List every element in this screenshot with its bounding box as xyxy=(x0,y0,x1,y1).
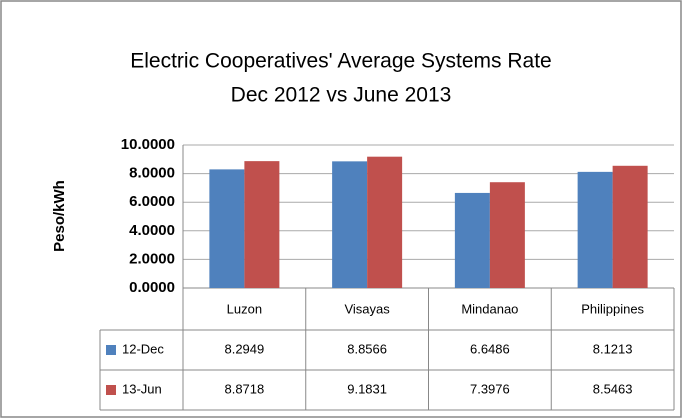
chart-title: Electric Cooperatives' Average Systems R… xyxy=(130,50,551,73)
table-value: 8.8718 xyxy=(224,381,264,396)
bar xyxy=(577,171,613,288)
bar xyxy=(612,165,648,288)
y-tick-label: 6.0000 xyxy=(129,193,175,210)
table-value: 8.8566 xyxy=(347,341,387,356)
y-axis-label: Peso/kWh xyxy=(51,180,68,252)
table-value: 7.3976 xyxy=(470,381,510,396)
bar xyxy=(209,169,245,288)
y-tick-label: 4.0000 xyxy=(129,222,175,239)
bar xyxy=(454,192,490,288)
bar xyxy=(244,161,280,288)
y-tick-label: 8.0000 xyxy=(129,165,175,182)
table-value: 8.5463 xyxy=(593,381,633,396)
bar xyxy=(332,161,368,288)
table-value: 6.6486 xyxy=(470,341,510,356)
chart-subtitle: Dec 2012 vs June 2013 xyxy=(231,84,452,107)
y-tick-label: 2.0000 xyxy=(129,250,175,267)
bar xyxy=(367,156,403,288)
table-value: 8.1213 xyxy=(593,341,633,356)
x-tick-label: Luzon xyxy=(227,301,262,316)
legend-key xyxy=(106,345,116,355)
table-value: 9.1831 xyxy=(347,381,387,396)
x-tick-label: Visayas xyxy=(344,301,390,316)
legend-key xyxy=(106,385,116,395)
table-value: 8.2949 xyxy=(224,341,264,356)
legend-label: 13-Jun xyxy=(122,381,162,396)
x-tick-label: Mindanao xyxy=(461,301,518,316)
y-tick-label: 10.0000 xyxy=(121,136,175,153)
x-tick-label: Philippines xyxy=(581,301,644,316)
legend-label: 12-Dec xyxy=(122,341,164,356)
bar xyxy=(489,182,525,288)
y-tick-label: 0.0000 xyxy=(129,279,175,296)
